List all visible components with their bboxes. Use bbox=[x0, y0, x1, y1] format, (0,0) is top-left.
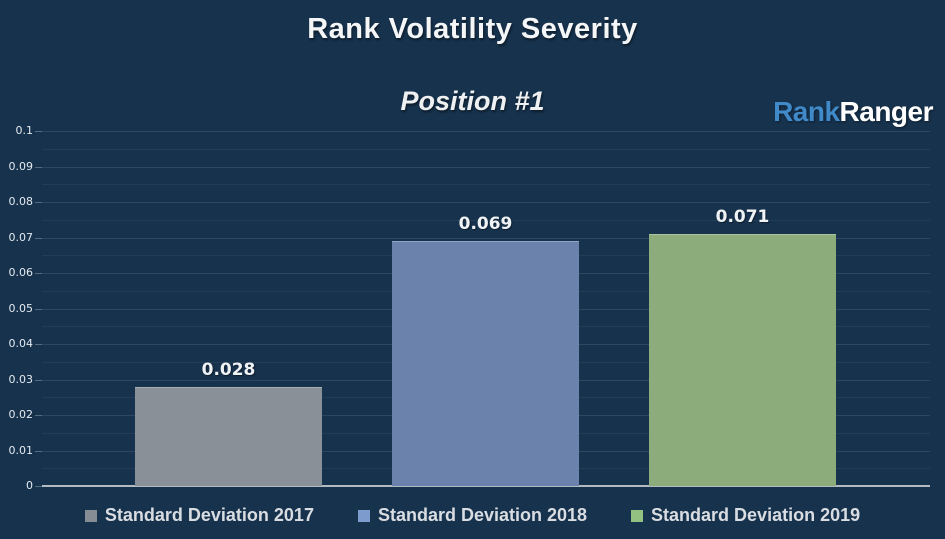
bar-value-label: 0.071 bbox=[715, 206, 770, 227]
y-tick-label: 0.04 bbox=[8, 337, 34, 350]
logo-text-rank: Rank bbox=[773, 96, 840, 127]
y-tick-label: 0.07 bbox=[8, 230, 34, 244]
chart-subtitle: Position #1 bbox=[400, 86, 545, 116]
y-tick-mark bbox=[35, 131, 42, 132]
y-tick-label: 0.05 bbox=[8, 301, 34, 315]
y-tick-label: 0.06 bbox=[8, 266, 34, 279]
plot-area: 0.028 0.069 0.071 bbox=[42, 131, 930, 487]
y-tick-label: 0.09 bbox=[8, 159, 34, 173]
chart-title: Rank Volatility Severity bbox=[307, 13, 638, 45]
minor-gridline bbox=[42, 219, 930, 221]
minor-gridline bbox=[42, 148, 930, 150]
bar-standard-deviation-2019 bbox=[649, 233, 836, 486]
y-tick-mark bbox=[35, 379, 42, 381]
y-tick-label: 0.08 bbox=[8, 195, 34, 208]
legend-label: Standard Deviation 2018 bbox=[377, 505, 588, 525]
x-axis-line bbox=[42, 485, 930, 487]
logo-text-ranger: Ranger bbox=[839, 96, 934, 127]
y-tick-label: 0.02 bbox=[8, 408, 34, 421]
legend-item: Standard Deviation 2018 bbox=[357, 505, 588, 526]
y-tick-label: 0.03 bbox=[8, 372, 34, 386]
major-gridline bbox=[42, 202, 930, 203]
rankranger-logo: RankRanger bbox=[773, 96, 933, 128]
legend-item: Standard Deviation 2017 bbox=[84, 505, 314, 526]
major-gridline bbox=[42, 237, 930, 239]
y-tick-label: 0.1 bbox=[15, 124, 34, 137]
legend-marker-icon bbox=[84, 509, 97, 522]
bar-value-label: 0.028 bbox=[201, 359, 256, 380]
bar-value-label: 0.069 bbox=[458, 214, 513, 235]
major-gridline bbox=[42, 166, 930, 168]
y-tick-mark bbox=[35, 237, 42, 239]
major-gridline bbox=[42, 131, 930, 132]
y-tick-mark bbox=[35, 273, 42, 274]
legend-item: Standard Deviation 2019 bbox=[631, 505, 860, 526]
y-tick-mark bbox=[35, 450, 42, 452]
y-tick-mark bbox=[35, 344, 42, 345]
y-tick-mark bbox=[35, 202, 42, 203]
y-tick-label: 0 bbox=[26, 479, 33, 492]
y-tick-mark bbox=[35, 486, 42, 487]
legend-marker-icon bbox=[357, 509, 370, 522]
y-tick-mark bbox=[35, 166, 42, 168]
y-tick-label: 0.01 bbox=[8, 443, 34, 457]
minor-gridline bbox=[42, 184, 930, 186]
y-tick-mark bbox=[35, 415, 42, 416]
legend-label: Standard Deviation 2019 bbox=[651, 505, 861, 525]
y-tick-mark bbox=[35, 308, 42, 310]
bar-standard-deviation-2018 bbox=[392, 241, 579, 486]
legend-label: Standard Deviation 2017 bbox=[104, 505, 314, 525]
bar-standard-deviation-2017 bbox=[135, 386, 322, 486]
legend: Standard Deviation 2017 Standard Deviatio… bbox=[0, 505, 945, 526]
legend-marker-icon bbox=[631, 509, 644, 522]
